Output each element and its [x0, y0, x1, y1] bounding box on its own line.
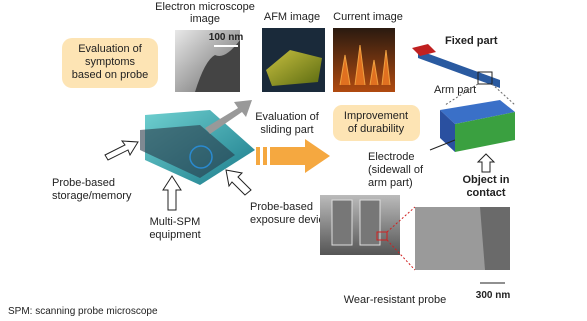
- current-label: Current image: [333, 11, 403, 23]
- durability-box: [333, 105, 420, 141]
- symptoms-box: [62, 38, 158, 88]
- arm-label: Arm part: [434, 84, 476, 96]
- em-probe: [195, 40, 240, 92]
- stripe: [263, 147, 267, 165]
- orange-arrow: [270, 139, 330, 173]
- zoom-line: [491, 83, 516, 106]
- arm-top: [440, 100, 515, 124]
- device-body: [140, 125, 235, 178]
- sem-scale: 300 nm: [476, 290, 511, 301]
- symptoms-text: Evaluation of symptoms based on probe: [72, 43, 148, 81]
- sem-pillar: [331, 199, 353, 246]
- arrow-exposure: [225, 169, 252, 196]
- sliding-label: Evaluation of sliding part: [255, 111, 320, 136]
- current-spikes: [339, 44, 391, 86]
- sem-zoom-box: [376, 231, 388, 241]
- afm-label: AFM image: [264, 11, 320, 23]
- arrow-spm: [162, 175, 182, 211]
- gray-arrow: [205, 100, 252, 134]
- footnote: SPM: scanning probe microscope: [8, 306, 158, 317]
- object-label: Object in contact: [462, 174, 509, 199]
- fixed-label: Fixed part: [445, 35, 498, 47]
- arm: [418, 50, 500, 88]
- afm-surface: [266, 50, 322, 86]
- arm-side: [455, 112, 515, 152]
- sem-zoom-line: [386, 239, 416, 271]
- zoom-box: [477, 71, 493, 85]
- exposure-label: Probe-based exposure device: [250, 201, 330, 226]
- sem-sidewall: [415, 207, 485, 270]
- storage-label: Probe-based storage/memory: [52, 177, 132, 202]
- sem-pillar: [359, 199, 381, 246]
- stripe: [256, 147, 260, 165]
- durability-text: Improvement of durability: [344, 110, 408, 135]
- em-scale: 100 nm: [209, 32, 244, 43]
- arrow-object: [476, 153, 496, 173]
- wear-label: Wear-resistant probe: [344, 294, 447, 306]
- electrode-pointer: [429, 139, 456, 151]
- zoom-line: [444, 83, 479, 106]
- fixed-part: [412, 44, 436, 56]
- arrow-storage: [104, 140, 139, 161]
- spm-label: Multi-SPM equipment: [149, 216, 200, 241]
- em-label: Electron microscope image: [155, 1, 255, 25]
- probe-circle: [189, 145, 213, 169]
- electrode-label: Electrode (sidewall of arm part): [368, 151, 424, 189]
